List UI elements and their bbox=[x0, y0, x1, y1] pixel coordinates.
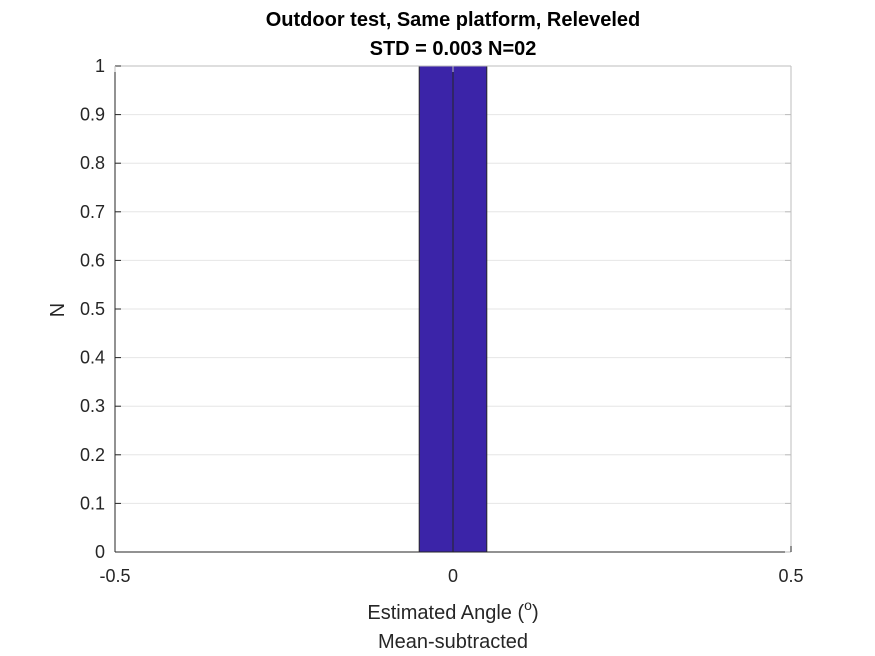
x-tick-label: -0.5 bbox=[99, 566, 130, 586]
tick-labels: 0 0.1 0.2 0.3 0.4 0.5 0.6 0.7 0.8 0.9 1 -0.5 0 0.5 bbox=[80, 56, 804, 586]
y-tick-label: 0.7 bbox=[80, 202, 105, 222]
y-tick-label: 0.6 bbox=[80, 250, 105, 270]
y-tick-label: 0 bbox=[95, 542, 105, 562]
chart-title: Outdoor test, Same platform, Releveled bbox=[266, 9, 641, 31]
y-tick-label: 0.5 bbox=[80, 299, 105, 319]
y-tick-label: 0.4 bbox=[80, 348, 105, 368]
x-axis-label-line2: Mean-subtracted bbox=[378, 631, 528, 653]
y-tick-label: 0.1 bbox=[80, 493, 105, 513]
y-tick-label: 0.9 bbox=[80, 105, 105, 125]
x-axis-label-close: ) bbox=[532, 602, 539, 624]
y-axis-label: N bbox=[47, 303, 69, 317]
y-tick-label: 1 bbox=[95, 56, 105, 76]
x-tick-label: 0 bbox=[448, 566, 458, 586]
bars bbox=[418, 65, 488, 553]
y-tick-label: 0.2 bbox=[80, 445, 105, 465]
y-tick-label: 0.8 bbox=[80, 153, 105, 173]
axes bbox=[114, 65, 792, 553]
x-axis-label-degree: o bbox=[524, 597, 532, 613]
chart-subtitle: STD = 0.003 N=02 bbox=[370, 38, 537, 60]
histogram-bar-2 bbox=[452, 65, 488, 553]
histogram-bar-1 bbox=[418, 65, 454, 553]
x-tick-label: 0.5 bbox=[778, 566, 803, 586]
x-axis-label: Estimated Angle (o) bbox=[367, 597, 538, 624]
y-tick-label: 0.3 bbox=[80, 396, 105, 416]
x-axis-label-text: Estimated Angle ( bbox=[367, 602, 524, 624]
